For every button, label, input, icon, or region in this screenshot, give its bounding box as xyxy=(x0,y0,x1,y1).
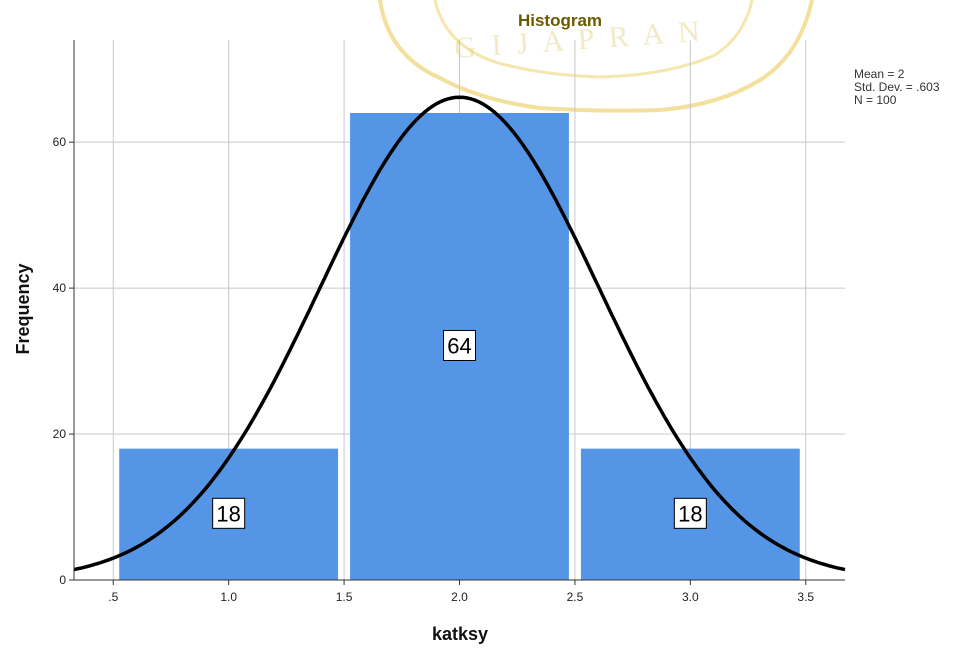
stats-mean: Mean = 2 xyxy=(854,67,905,81)
x-axis-label: katksy xyxy=(432,624,488,644)
bar-value-label: 18 xyxy=(673,497,707,529)
stats-box: Mean = 2 Std. Dev. = .603 N = 100 xyxy=(854,67,940,107)
bar-value-label-box xyxy=(212,497,246,529)
y-tick-label: 60 xyxy=(53,135,67,149)
y-tick-label: 40 xyxy=(53,281,67,295)
y-tick-label: 20 xyxy=(53,427,67,441)
bar-value-label-box xyxy=(673,497,707,529)
bar-value-label: 64 xyxy=(443,329,476,361)
x-tick-label: .5 xyxy=(108,590,118,604)
x-tick-label: 1.5 xyxy=(336,590,353,604)
axes: .5 1.0 1.5 2.0 2.5 3.0 3.5 0 20 40 60 xyxy=(53,40,845,604)
bar-value-label: 18 xyxy=(212,497,246,529)
bar-value-label-box xyxy=(443,329,476,361)
x-tick-label: 3.5 xyxy=(797,590,814,604)
x-tick-label: 3.0 xyxy=(682,590,699,604)
normal-curve-layer xyxy=(73,95,846,572)
bar-value-label-text: 64 xyxy=(447,333,471,358)
bar-value-label-text: 18 xyxy=(216,501,240,526)
stats-std-dev: Std. Dev. = .603 xyxy=(854,80,940,94)
normal-curve xyxy=(73,95,846,572)
stats-n: N = 100 xyxy=(854,93,897,107)
x-tick-label: 2.5 xyxy=(567,590,584,604)
x-tick-label: 1.0 xyxy=(220,590,237,604)
chart-title: Histogram xyxy=(518,11,602,30)
y-tick-label: 0 xyxy=(59,573,66,587)
bar-labels: 18 64 18 xyxy=(212,329,707,529)
x-tick-label: 2.0 xyxy=(451,590,468,604)
bar-value-label-text: 18 xyxy=(678,501,702,526)
y-axis-label: Frequency xyxy=(13,263,33,354)
